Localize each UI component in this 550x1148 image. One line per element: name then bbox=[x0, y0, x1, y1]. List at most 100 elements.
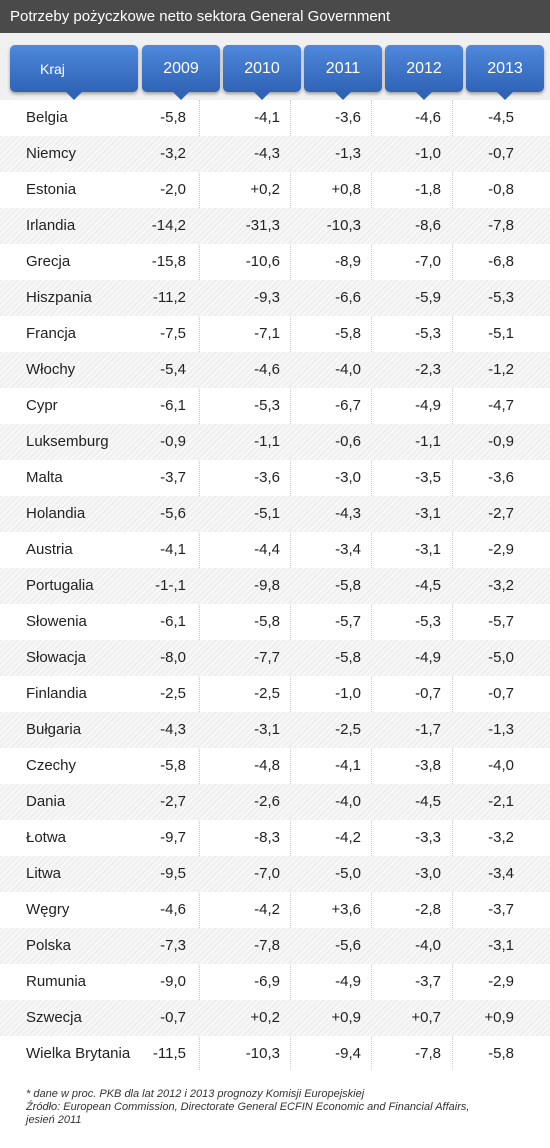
cell-value-2012: -2,3 bbox=[415, 361, 441, 378]
cell-value-2009: -7,5 bbox=[160, 325, 186, 342]
cell-value-2012: -7,0 bbox=[415, 253, 441, 270]
cell-value-2009: -9,0 bbox=[160, 973, 186, 990]
table-row: Niemcy -3,2 -4,3 -1,3 -1,0 -0,7 bbox=[0, 136, 550, 172]
cell-value-2012: -4,9 bbox=[415, 397, 441, 414]
column-header-label: 2013 bbox=[487, 59, 523, 77]
cell-country: Niemcy bbox=[26, 145, 77, 162]
column-header-label: 2011 bbox=[325, 59, 361, 77]
table-row: Szwecja -0,7 +0,2 +0,9 +0,7 +0,9 bbox=[0, 1000, 550, 1036]
table-row: Francja -7,5 -7,1 -5,8 -5,3 -5,1 bbox=[0, 316, 550, 352]
cell-country: Słowenia bbox=[26, 613, 87, 630]
cell-value-2009: -7,3 bbox=[160, 937, 186, 954]
cell-value-2009: -6,1 bbox=[160, 397, 186, 414]
cell-value-2013: -5,0 bbox=[488, 649, 514, 666]
table-row: Polska -7,3 -7,8 -5,6 -4,0 -3,1 bbox=[0, 928, 550, 964]
cell-value-2013: -2,9 bbox=[488, 973, 514, 990]
cell-value-2011: -5,8 bbox=[335, 577, 361, 594]
cell-value-2010: +0,2 bbox=[250, 181, 280, 198]
cell-value-2010: -4,3 bbox=[254, 145, 280, 162]
cell-value-2010: -3,1 bbox=[254, 721, 280, 738]
cell-value-2011: -9,4 bbox=[335, 1045, 361, 1062]
cell-value-2011: -3,0 bbox=[335, 469, 361, 486]
cell-value-2013: -4,0 bbox=[488, 757, 514, 774]
cell-value-2013: -5,3 bbox=[488, 289, 514, 306]
cell-country: Bułgaria bbox=[26, 721, 82, 738]
cell-country: Malta bbox=[26, 469, 63, 486]
cell-value-2012: -2,8 bbox=[415, 901, 441, 918]
cell-value-2010: -4,1 bbox=[254, 109, 280, 126]
cell-country: Szwecja bbox=[26, 1009, 82, 1026]
cell-value-2011: -6,6 bbox=[335, 289, 361, 306]
table-row: Austria -4,1 -4,4 -3,4 -3,1 -2,9 bbox=[0, 532, 550, 568]
cell-country: Portugalia bbox=[26, 577, 94, 594]
cell-value-2013: -1,3 bbox=[488, 721, 514, 738]
cell-value-2009: -15,8 bbox=[151, 253, 186, 270]
cell-value-2012: -5,9 bbox=[415, 289, 441, 306]
cell-value-2012: -5,3 bbox=[415, 613, 441, 630]
cell-value-2009: -11,5 bbox=[152, 1045, 186, 1062]
cell-value-2012: -1,7 bbox=[415, 721, 441, 738]
cell-value-2010: -9,3 bbox=[254, 289, 280, 306]
column-header-label: 2010 bbox=[244, 59, 280, 77]
cell-value-2011: -2,5 bbox=[335, 721, 361, 738]
cell-value-2010: -4,6 bbox=[254, 361, 280, 378]
page-title: Potrzeby pożyczkowe netto sektora Genera… bbox=[0, 0, 550, 33]
cell-country: Finlandia bbox=[26, 685, 87, 702]
cell-value-2009: -5,8 bbox=[160, 757, 186, 774]
cell-value-2012: -1,8 bbox=[415, 181, 441, 198]
cell-value-2013: -3,2 bbox=[488, 829, 514, 846]
cell-value-2011: -3,6 bbox=[335, 109, 361, 126]
cell-value-2009: -5,8 bbox=[160, 109, 186, 126]
table-row: Portugalia -1-,1 -9,8 -5,8 -4,5 -3,2 bbox=[0, 568, 550, 604]
cell-value-2012: -3,1 bbox=[415, 505, 441, 522]
column-header-label: 2009 bbox=[163, 59, 199, 77]
cell-value-2010: -10,6 bbox=[245, 253, 280, 270]
cell-value-2011: -4,9 bbox=[335, 973, 361, 990]
cell-value-2013: -0,9 bbox=[488, 433, 514, 450]
cell-country: Dania bbox=[26, 793, 66, 810]
cell-value-2010: -3,6 bbox=[254, 469, 280, 486]
cell-country: Irlandia bbox=[26, 217, 76, 234]
cell-value-2011: -10,3 bbox=[326, 217, 361, 234]
cell-value-2012: -3,3 bbox=[415, 829, 441, 846]
cell-value-2013: -4,5 bbox=[488, 109, 514, 126]
cell-value-2013: -3,6 bbox=[488, 469, 514, 486]
cell-value-2010: -10,3 bbox=[245, 1045, 280, 1062]
table-row: Irlandia -14,2 -31,3 -10,3 -8,6 -7,8 bbox=[0, 208, 550, 244]
cell-value-2010: -5,1 bbox=[254, 505, 280, 522]
cell-value-2009: -6,1 bbox=[160, 613, 186, 630]
cell-value-2012: -4,9 bbox=[415, 649, 441, 666]
cell-value-2012: -0,7 bbox=[415, 685, 441, 702]
cell-value-2012: -4,5 bbox=[415, 577, 441, 594]
table-row: Wielka Brytania -11,5 -10,3 -9,4 -7,8 -5,8 bbox=[0, 1036, 550, 1072]
cell-value-2011: -5,6 bbox=[335, 937, 361, 954]
header-notch bbox=[497, 92, 513, 100]
cell-value-2009: -11,2 bbox=[152, 289, 186, 306]
table-row: Belgia -5,8 -4,1 -3,6 -4,6 -4,5 bbox=[0, 100, 550, 136]
table-row: Włochy -5,4 -4,6 -4,0 -2,3 -1,2 bbox=[0, 352, 550, 388]
cell-value-2009: -4,3 bbox=[160, 721, 186, 738]
cell-value-2012: -4,5 bbox=[415, 793, 441, 810]
cell-value-2011: -4,1 bbox=[335, 757, 361, 774]
column-header-2010: 2010 bbox=[223, 45, 301, 100]
cell-value-2011: -5,0 bbox=[335, 865, 361, 882]
cell-value-2010: -7,7 bbox=[254, 649, 280, 666]
column-header-label: 2012 bbox=[406, 59, 442, 77]
cell-country: Litwa bbox=[26, 865, 62, 882]
column-header-2009: 2009 bbox=[142, 45, 220, 100]
cell-value-2011: -8,9 bbox=[335, 253, 361, 270]
table-row: Słowenia -6,1 -5,8 -5,7 -5,3 -5,7 bbox=[0, 604, 550, 640]
footnote-line: jesień 2011 bbox=[26, 1114, 82, 1126]
cell-value-2009: -5,6 bbox=[160, 505, 186, 522]
cell-country: Włochy bbox=[26, 361, 76, 378]
cell-value-2011: -4,2 bbox=[335, 829, 361, 846]
cell-value-2009: -2,5 bbox=[160, 685, 186, 702]
cell-value-2011: +3,6 bbox=[331, 901, 361, 918]
cell-value-2013: -5,7 bbox=[488, 613, 514, 630]
cell-value-2013: -2,9 bbox=[488, 541, 514, 558]
cell-value-2013: -0,7 bbox=[488, 685, 514, 702]
cell-value-2012: -3,8 bbox=[415, 757, 441, 774]
table-row: Rumunia -9,0 -6,9 -4,9 -3,7 -2,9 bbox=[0, 964, 550, 1000]
cell-value-2011: -4,3 bbox=[335, 505, 361, 522]
cell-value-2009: -14,2 bbox=[151, 217, 186, 234]
